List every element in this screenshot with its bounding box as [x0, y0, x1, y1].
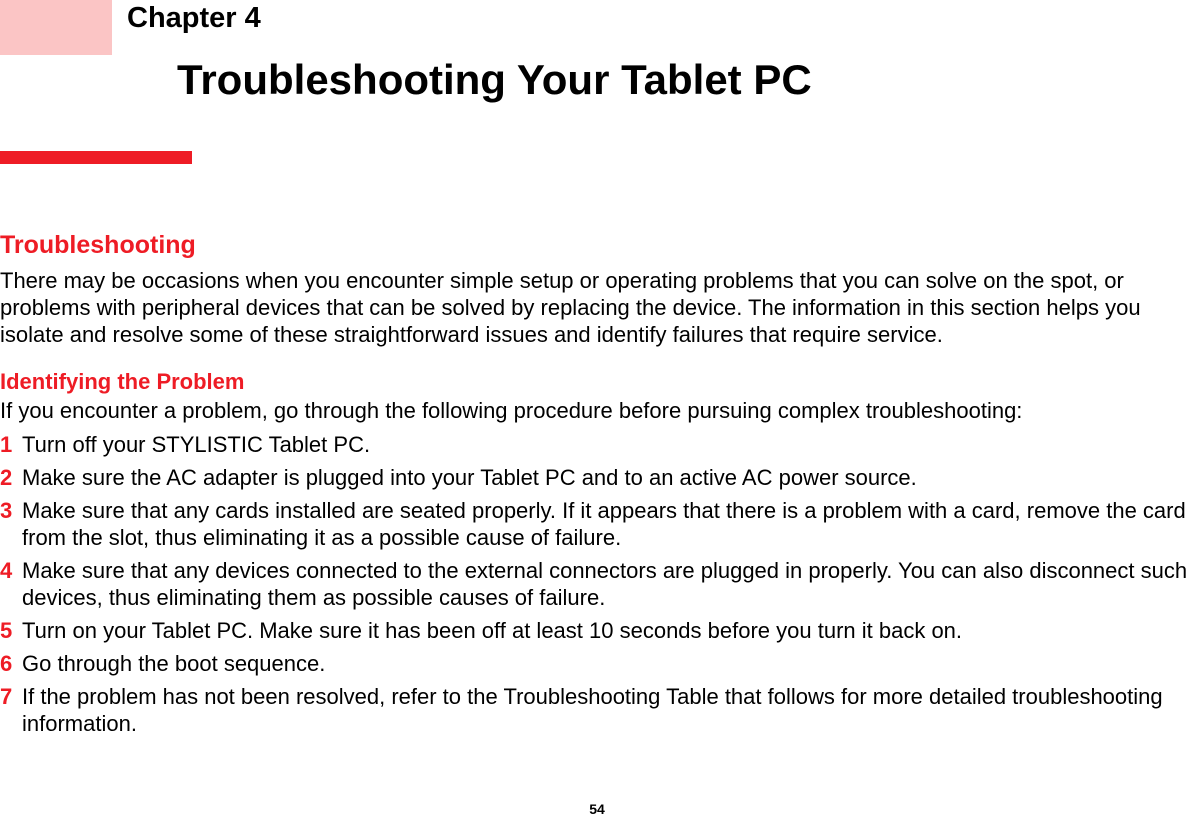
decorative-pink-block: [0, 0, 112, 55]
decorative-red-bar: [0, 151, 192, 164]
sub-intro-paragraph: If you encounter a problem, go through t…: [0, 397, 1194, 424]
list-item: 3 Make sure that any cards installed are…: [0, 497, 1194, 551]
list-item: 7 If the problem has not been resolved, …: [0, 683, 1194, 737]
list-item: 1 Turn off your STYLISTIC Tablet PC.: [0, 431, 1194, 458]
step-number: 5: [0, 617, 22, 644]
step-text: Make sure the AC adapter is plugged into…: [22, 464, 1194, 491]
step-number: 1: [0, 431, 22, 458]
list-item: 5 Turn on your Tablet PC. Make sure it h…: [0, 617, 1194, 644]
list-item: 2 Make sure the AC adapter is plugged in…: [0, 464, 1194, 491]
list-item: 4 Make sure that any devices connected t…: [0, 557, 1194, 611]
step-number: 3: [0, 497, 22, 524]
step-number: 7: [0, 683, 22, 710]
step-text: Go through the boot sequence.: [22, 650, 1194, 677]
step-text: Make sure that any devices connected to …: [22, 557, 1194, 611]
list-item: 6 Go through the boot sequence.: [0, 650, 1194, 677]
step-text: Make sure that any cards installed are s…: [22, 497, 1194, 551]
page-number: 54: [0, 801, 1194, 817]
step-text: Turn off your STYLISTIC Tablet PC.: [22, 431, 1194, 458]
steps-list: 1 Turn off your STYLISTIC Tablet PC. 2 M…: [0, 431, 1194, 743]
chapter-label: Chapter 4: [127, 2, 261, 35]
step-text: If the problem has not been resolved, re…: [22, 683, 1194, 737]
intro-paragraph: There may be occasions when you encounte…: [0, 267, 1194, 348]
section-heading-troubleshooting: Troubleshooting: [0, 231, 196, 260]
subheading-identifying: Identifying the Problem: [0, 369, 244, 395]
chapter-title: Troubleshooting Your Tablet PC: [177, 56, 812, 104]
step-number: 4: [0, 557, 22, 584]
step-number: 6: [0, 650, 22, 677]
step-text: Turn on your Tablet PC. Make sure it has…: [22, 617, 1194, 644]
step-number: 2: [0, 464, 22, 491]
